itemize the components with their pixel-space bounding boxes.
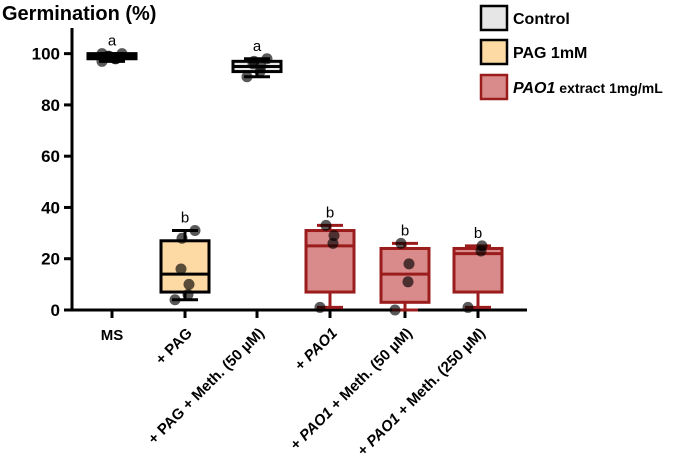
box-group: b: [304, 204, 356, 313]
legend-item: Control: [479, 4, 570, 32]
significance-letter: a: [253, 38, 262, 55]
significance-letter: b: [326, 204, 334, 221]
x-category-label: + PAO1 + Meth. (250 µM): [354, 325, 489, 459]
data-point: [183, 278, 195, 290]
data-point: [476, 240, 488, 252]
data-point: [96, 48, 108, 60]
data-point: [328, 230, 340, 242]
y-tick-label: 60: [41, 147, 60, 166]
data-point: [389, 304, 401, 316]
data-point: [182, 289, 194, 301]
x-category-label: + PAG + Meth. (50 µM): [145, 325, 268, 448]
significance-letter: b: [401, 222, 409, 239]
data-point: [320, 219, 332, 231]
legend-label: PAG 1mM: [513, 45, 587, 62]
box-group: b: [159, 210, 211, 306]
legend-swatch: [479, 38, 509, 66]
y-axis-title: Germination (%): [2, 3, 156, 25]
y-tick-label: 20: [41, 250, 60, 269]
y-tick-label: 40: [41, 198, 60, 217]
box-group: a: [86, 33, 138, 67]
x-category-label: + PAO1 + Meth. (50 µM): [287, 325, 416, 454]
significance-letter: b: [474, 225, 482, 242]
data-point: [169, 294, 181, 306]
x-category-label: + PAG: [152, 325, 195, 368]
box-group: b: [379, 222, 431, 316]
y-tick-label: 0: [51, 301, 60, 320]
data-point: [314, 301, 326, 313]
x-category-label: + PAO1: [292, 325, 341, 374]
x-category-label: MS: [101, 327, 124, 344]
y-tick-label: 80: [41, 96, 60, 115]
data-point: [403, 258, 415, 270]
data-point: [395, 237, 407, 249]
axes: 0 20 40 60 80 100: [32, 28, 527, 320]
legend-swatch: [479, 73, 509, 101]
data-point: [248, 55, 260, 67]
legend-label: PAO1 extract 1mg/mL: [513, 80, 663, 97]
data-point: [175, 263, 187, 275]
significance-letter: b: [181, 210, 189, 227]
plot-area: a b a b b b: [86, 33, 504, 316]
legend-label: Control: [513, 11, 570, 28]
legend-swatch: [479, 4, 509, 32]
significance-letter: a: [108, 33, 117, 50]
data-point: [176, 232, 188, 244]
data-point: [241, 71, 253, 83]
data-point: [261, 53, 273, 65]
y-tick-label: 100: [32, 45, 60, 64]
data-point: [116, 48, 128, 60]
legend-item: PAO1 extract 1mg/mL: [479, 73, 663, 101]
data-point: [462, 301, 474, 313]
box-group: b: [452, 225, 504, 313]
x-axis-labels: MS + PAG+ PAG + Meth. (50 µM) + PAO1+ PAO1…: [101, 325, 489, 459]
legend-item: PAG 1mM: [479, 38, 587, 66]
legend: Control PAG 1mM PAO1 extract 1mg/mL: [479, 4, 663, 101]
data-point: [189, 225, 201, 237]
box: [452, 246, 504, 294]
data-point: [402, 276, 414, 288]
box-group: a: [231, 38, 283, 83]
